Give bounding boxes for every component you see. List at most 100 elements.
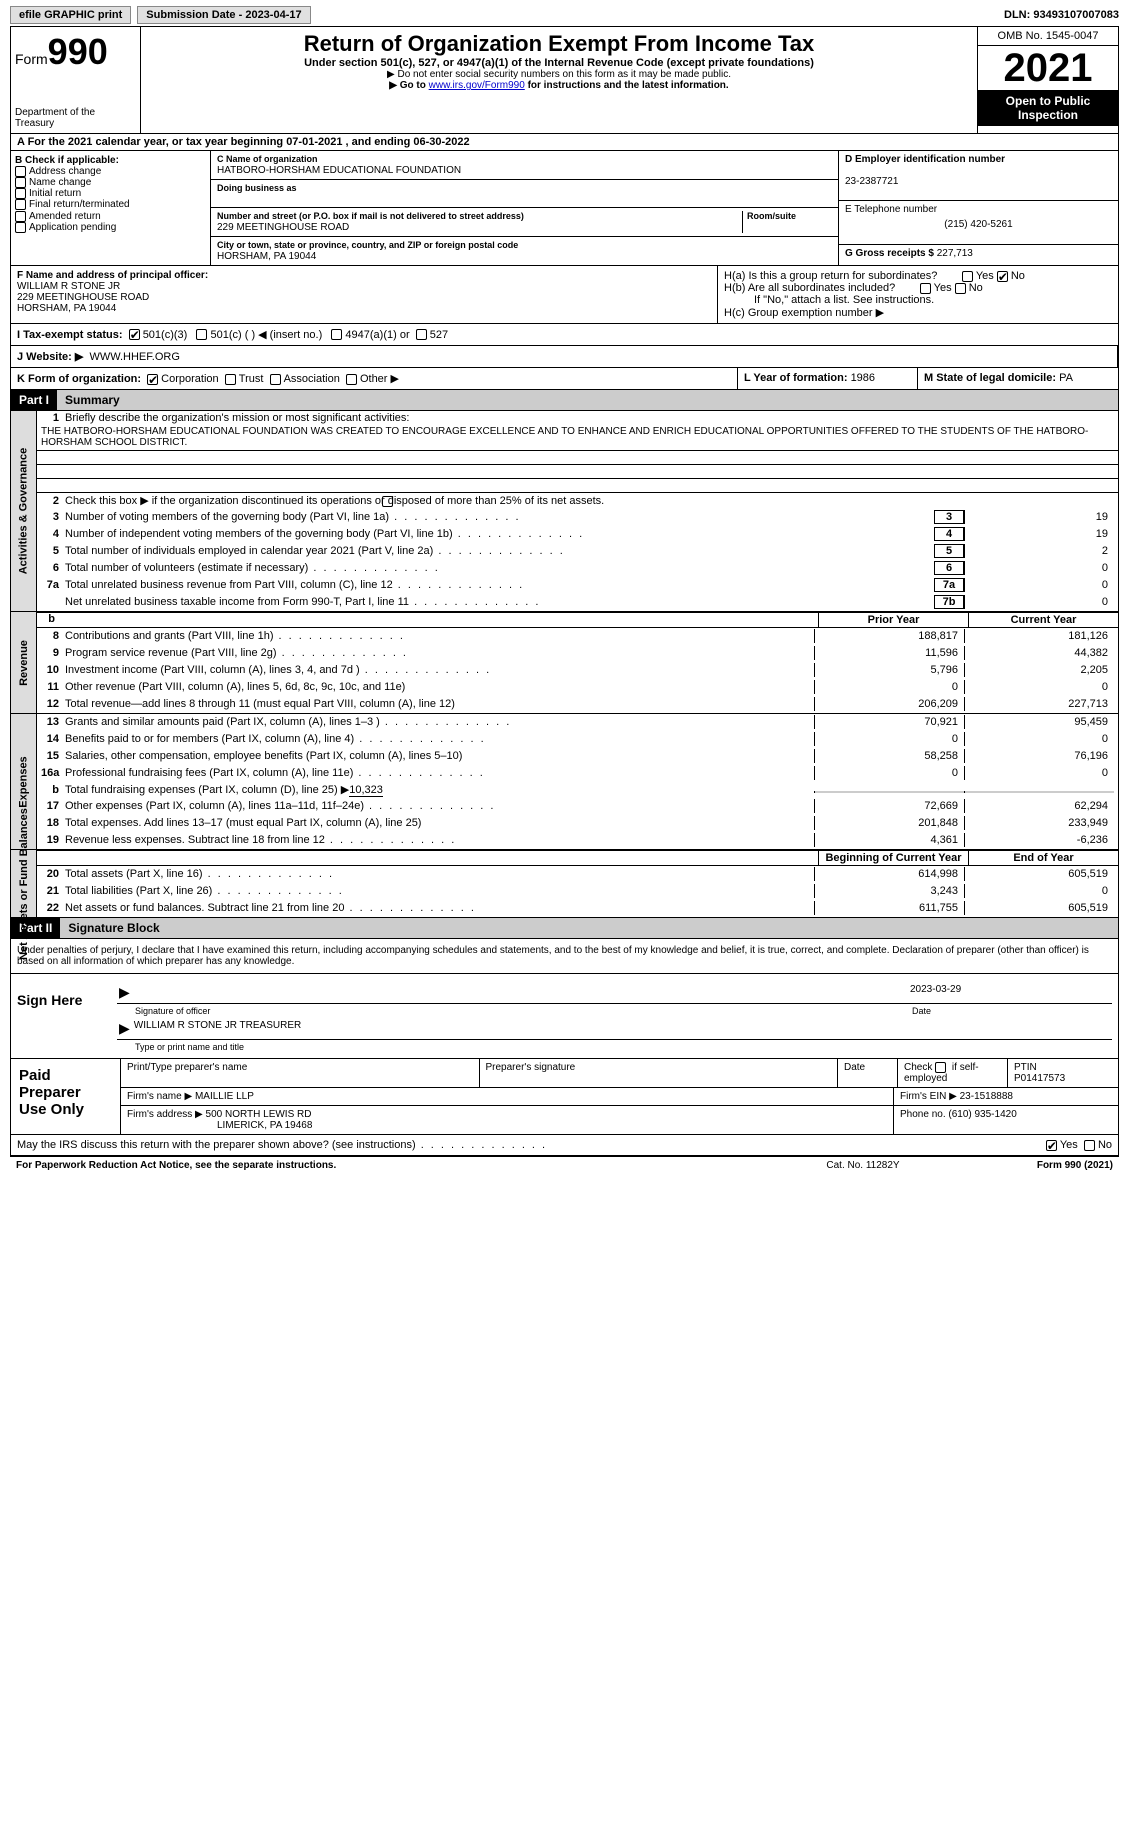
chk-amended-return[interactable] <box>15 211 26 222</box>
check-applicable-label: B Check if applicable: <box>15 155 119 166</box>
ein-label: D Employer identification number <box>845 154 1005 165</box>
chk-hb-no[interactable] <box>955 283 966 294</box>
room-label: Room/suite <box>747 211 796 221</box>
firm-addr1: 500 NORTH LEWIS RD <box>206 1109 312 1120</box>
side-governance: Activities & Governance <box>18 448 30 575</box>
line-7a-label: Total unrelated business revenue from Pa… <box>65 579 934 591</box>
ptin-value: P01417573 <box>1014 1073 1065 1084</box>
section-net-assets: Net Assets or Fund Balances Beginning of… <box>10 850 1119 918</box>
prep-date-header: Date <box>838 1059 898 1087</box>
org-name-label: C Name of organization <box>217 154 318 164</box>
row-k-l-m: K Form of organization: Corporation Trus… <box>10 368 1119 390</box>
line-3-label: Number of voting members of the governin… <box>65 511 934 523</box>
chk-application-pending[interactable] <box>15 222 26 233</box>
line-1-label: Briefly describe the organization's miss… <box>65 412 1114 424</box>
part-2-header: Part II Signature Block <box>10 918 1119 939</box>
chk-527[interactable] <box>416 329 427 340</box>
chk-discuss-yes[interactable] <box>1046 1140 1057 1151</box>
sign-here-block: Sign Here 2023-03-29 Signature of office… <box>10 974 1119 1059</box>
paperwork-notice: For Paperwork Reduction Act Notice, see … <box>16 1160 763 1171</box>
telephone-label: E Telephone number <box>845 204 937 215</box>
street-address: 229 MEETINGHOUSE ROAD <box>217 222 349 233</box>
line-5-label: Total number of individuals employed in … <box>65 545 934 557</box>
chk-4947[interactable] <box>331 329 342 340</box>
chk-final-return[interactable] <box>15 199 26 210</box>
gross-receipts-value: 227,713 <box>937 248 973 259</box>
prep-self-employed: Check if self-employed <box>898 1059 1008 1087</box>
omb-number: OMB No. 1545-0047 <box>978 27 1118 46</box>
gross-receipts-label: G Gross receipts $ <box>845 248 937 259</box>
firm-addr2: LIMERICK, PA 19468 <box>127 1120 312 1131</box>
row-a-tax-period: A For the 2021 calendar year, or tax yea… <box>10 134 1119 151</box>
form-rev: Form 990 (2021) <box>963 1160 1113 1171</box>
chk-discuss-no[interactable] <box>1084 1140 1095 1151</box>
part-1-header: Part I Summary <box>10 390 1119 411</box>
chk-self-employed[interactable] <box>935 1062 946 1073</box>
efile-print-button[interactable]: efile GRAPHIC print <box>10 6 131 24</box>
line-7b-label: Net unrelated business taxable income fr… <box>65 596 934 608</box>
line-4-label: Number of independent voting members of … <box>65 528 934 540</box>
org-name: HATBORO-HORSHAM EDUCATIONAL FOUNDATION <box>217 165 461 176</box>
city-label: City or town, state or province, country… <box>217 240 518 250</box>
chk-corporation[interactable] <box>147 374 158 385</box>
footer: For Paperwork Reduction Act Notice, see … <box>10 1156 1119 1174</box>
line-6-value: 0 <box>964 561 1114 575</box>
form-subtitle-3: ▶ Go to www.irs.gov/Form990 for instruct… <box>145 80 973 91</box>
chk-other[interactable] <box>346 374 357 385</box>
side-revenue: Revenue <box>18 640 30 686</box>
line-16b: Total fundraising expenses (Part IX, col… <box>65 783 814 796</box>
col-end-year: End of Year <box>968 851 1118 865</box>
form-subtitle-2: ▶ Do not enter social security numbers o… <box>145 69 973 80</box>
sig-name-label: Type or print name and title <box>117 1042 1112 1052</box>
h-a-group-return: H(a) Is this a group return for subordin… <box>724 270 1112 282</box>
h-c-exemption: H(c) Group exemption number ▶ <box>724 306 1112 319</box>
section-revenue: Revenue bPrior YearCurrent Year 8Contrib… <box>10 612 1119 714</box>
side-expenses: Expenses <box>18 756 30 807</box>
sig-officer-label: Signature of officer <box>117 1006 912 1016</box>
line-6-label: Total number of volunteers (estimate if … <box>65 562 934 574</box>
chk-hb-yes[interactable] <box>920 283 931 294</box>
open-inspection: Open to Public Inspection <box>978 90 1118 126</box>
irs-link[interactable]: www.irs.gov/Form990 <box>429 80 525 91</box>
line-2-label: Check this box ▶ if the organization dis… <box>65 494 1114 507</box>
section-governance: Activities & Governance 1Briefly describ… <box>10 411 1119 612</box>
section-f-h: F Name and address of principal officer:… <box>10 266 1119 324</box>
chk-initial-return[interactable] <box>15 188 26 199</box>
section-expenses: Expenses 13Grants and similar amounts pa… <box>10 714 1119 850</box>
sig-date-label: Date <box>912 1006 1112 1016</box>
chk-discontinued[interactable] <box>382 496 393 507</box>
firm-ein: 23-1518888 <box>960 1091 1013 1102</box>
row-j-website: J Website: ▶ WWW.HHEF.ORG <box>10 346 1119 368</box>
prep-name-header: Print/Type preparer's name <box>121 1059 480 1087</box>
chk-address-change[interactable] <box>15 166 26 177</box>
chk-501c3[interactable] <box>129 329 140 340</box>
principal-officer-label: F Name and address of principal officer: <box>17 270 208 281</box>
line-3-value: 19 <box>964 510 1114 524</box>
year-formation: 1986 <box>851 372 875 384</box>
state-domicile: PA <box>1059 372 1073 384</box>
city-state-zip: HORSHAM, PA 19044 <box>217 251 316 262</box>
chk-501c[interactable] <box>196 329 207 340</box>
officer-name: WILLIAM R STONE JR <box>17 281 120 292</box>
h-b-subordinates: H(b) Are all subordinates included? Yes … <box>724 282 1112 294</box>
chk-ha-yes[interactable] <box>962 271 973 282</box>
submission-date: Submission Date - 2023-04-17 <box>137 6 310 24</box>
section-b-c-d: B Check if applicable: Address change Na… <box>10 151 1119 266</box>
dln: DLN: 93493107007083 <box>1004 9 1119 21</box>
chk-ha-no[interactable] <box>997 271 1008 282</box>
form-subtitle-1: Under section 501(c), 527, or 4947(a)(1)… <box>145 57 973 69</box>
chk-name-change[interactable] <box>15 177 26 188</box>
col-current-year: Current Year <box>968 613 1118 627</box>
col-begin-year: Beginning of Current Year <box>818 851 968 865</box>
signature-declaration: Under penalties of perjury, I declare th… <box>10 939 1119 974</box>
chk-trust[interactable] <box>225 374 236 385</box>
firm-name: MAILLIE LLP <box>195 1091 254 1102</box>
firm-phone: (610) 935-1420 <box>948 1109 1016 1120</box>
prep-sig-header: Preparer's signature <box>480 1059 839 1087</box>
row-i-tax-exempt: I Tax-exempt status: 501(c)(3) 501(c) ( … <box>10 324 1119 346</box>
mission-text: THE HATBORO-HORSHAM EDUCATIONAL FOUNDATI… <box>37 426 1118 451</box>
chk-association[interactable] <box>270 374 281 385</box>
officer-addr2: HORSHAM, PA 19044 <box>17 303 116 314</box>
ptin-label: PTIN <box>1014 1062 1037 1073</box>
dept-treasury: Department of the Treasury <box>15 107 136 129</box>
